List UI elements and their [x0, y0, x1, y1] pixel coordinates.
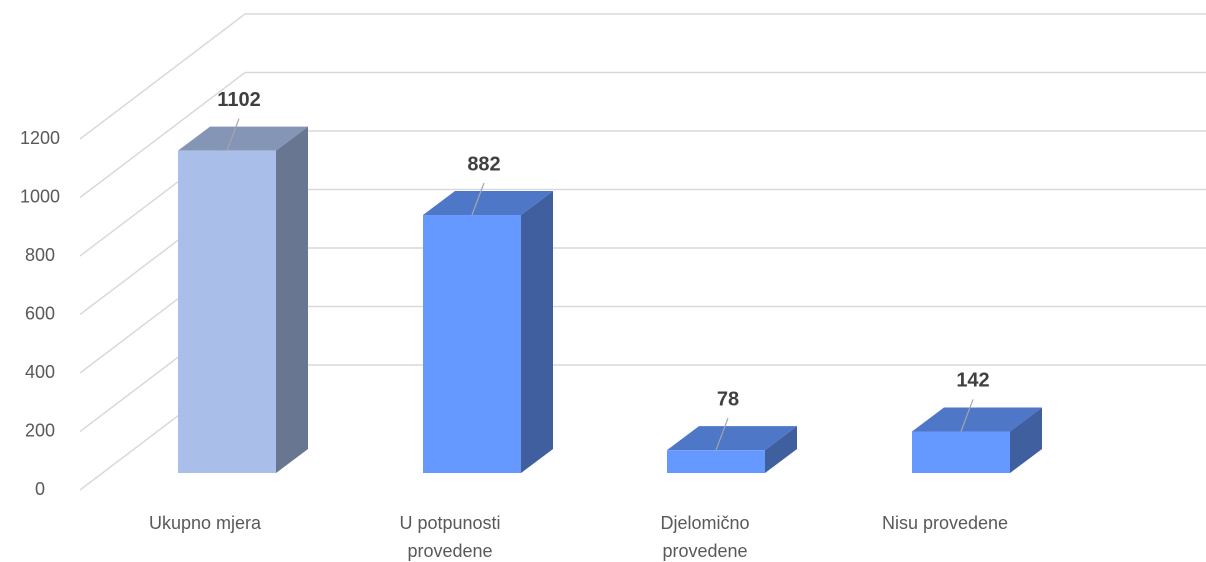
leader-line	[715, 417, 729, 451]
y-tick-label: 800	[25, 245, 55, 265]
bar-top-shade	[667, 426, 797, 451]
bar-top-shade	[178, 126, 308, 151]
bar-top	[912, 407, 1042, 432]
leader-line	[226, 118, 240, 151]
data-label: 78	[717, 388, 739, 410]
bar	[423, 215, 521, 473]
leader-line	[960, 399, 974, 432]
y-tick-label: 1200	[20, 128, 60, 148]
y-tick-label: 400	[25, 362, 55, 382]
data-label: 882	[467, 153, 500, 175]
bar-top-shade	[912, 407, 1042, 432]
data-label: 1102	[217, 89, 260, 111]
y-tick-label: 1000	[20, 186, 60, 206]
x-tick-label: Djelomično provedene	[660, 513, 750, 561]
bar	[178, 150, 276, 474]
leader-line	[471, 182, 485, 216]
grid-line	[79, 71, 1206, 199]
bar-side-shade	[765, 426, 797, 473]
bar-side-shade	[521, 191, 553, 473]
bar	[912, 431, 1010, 473]
y-tick-label: 600	[25, 303, 55, 323]
bar-top-shade	[423, 191, 553, 216]
bar-top	[423, 191, 553, 216]
bar-side	[765, 426, 797, 473]
bar-side	[276, 126, 308, 473]
x-tick-label: Ukupno mjera	[148, 513, 262, 533]
bar-side	[521, 191, 553, 473]
y-tick-label: 0	[35, 479, 45, 499]
data-label: 142	[956, 370, 989, 392]
bar	[667, 450, 765, 473]
x-tick-label: Nisu provedene	[881, 513, 1009, 533]
grid-line	[79, 13, 1206, 140]
y-tick-label: 200	[25, 420, 55, 440]
bar-top	[667, 426, 797, 451]
bar-top	[178, 126, 308, 151]
x-tick-label: U potpunosti provedene	[399, 513, 501, 561]
bar-side	[1010, 407, 1042, 473]
bar-side-shade	[1010, 407, 1042, 473]
bar-side-shade	[276, 126, 308, 473]
